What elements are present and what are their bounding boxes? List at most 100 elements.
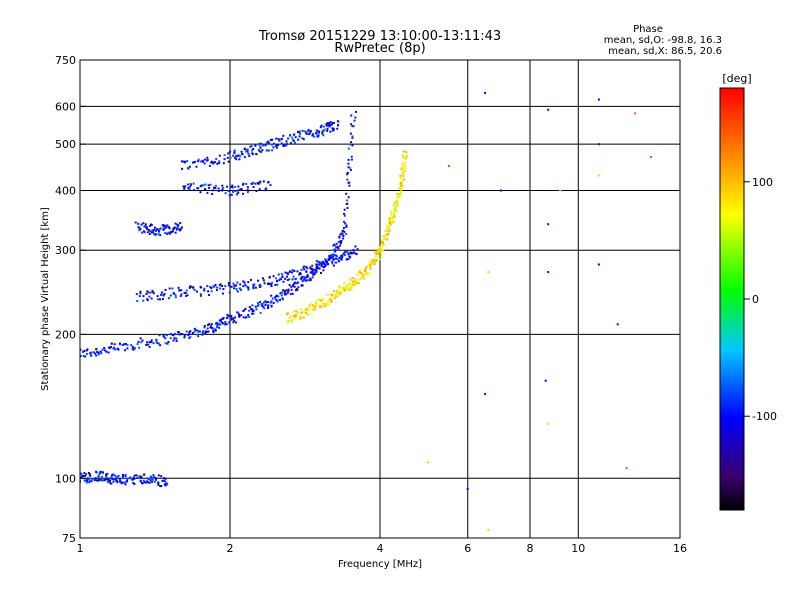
- data-point: [321, 260, 324, 263]
- data-point: [279, 277, 282, 280]
- data-point: [162, 335, 165, 338]
- data-point: [211, 327, 214, 329]
- data-point: [162, 228, 165, 231]
- data-point: [330, 300, 333, 303]
- data-point: [293, 270, 296, 272]
- data-point: [322, 125, 325, 128]
- data-point: [196, 187, 199, 190]
- data-point: [235, 193, 238, 196]
- data-point: [348, 166, 351, 169]
- data-point: [171, 230, 174, 233]
- data-point: [173, 292, 176, 295]
- data-point: [96, 351, 99, 353]
- data-point: [322, 305, 325, 308]
- data-point: [314, 301, 317, 304]
- data-point: [264, 304, 267, 306]
- data-point: [206, 285, 209, 288]
- data-point: [347, 253, 350, 255]
- data-point: [101, 348, 104, 351]
- stats-line-x: mean, sd,X: 86.5, 20.6: [608, 46, 722, 57]
- data-point: [285, 293, 287, 296]
- data-point: [211, 323, 213, 326]
- data-point: [375, 259, 378, 262]
- data-point: [310, 303, 312, 305]
- data-point: [321, 132, 324, 135]
- data-point: [290, 285, 293, 288]
- data-point: [324, 265, 327, 268]
- data-point: [349, 143, 352, 146]
- data-point: [401, 182, 404, 185]
- data-point: [237, 185, 240, 188]
- data-point: [343, 287, 346, 290]
- data-point: [321, 262, 324, 265]
- data-point: [192, 161, 195, 164]
- data-point: [402, 161, 405, 164]
- data-point: [270, 283, 273, 286]
- data-point: [237, 311, 240, 314]
- data-point: [245, 316, 248, 319]
- data-point: [323, 128, 326, 131]
- data-point: [148, 481, 151, 484]
- data-point: [267, 181, 270, 184]
- data-point: [282, 145, 285, 147]
- data-point: [146, 290, 149, 293]
- data-point: [164, 226, 167, 229]
- data-point: [380, 255, 383, 258]
- data-point: [112, 347, 115, 350]
- data-point: [138, 346, 141, 349]
- data-point: [286, 292, 289, 295]
- data-point: [124, 343, 127, 345]
- data-point: [119, 480, 122, 483]
- data-point: [142, 222, 145, 225]
- data-point: [359, 270, 362, 273]
- data-point: [111, 478, 114, 481]
- data-point: [148, 233, 151, 235]
- data-point: [85, 349, 88, 352]
- data-point: [227, 152, 230, 155]
- data-point: [385, 233, 388, 236]
- data-point: [404, 166, 407, 169]
- data-point: [157, 483, 160, 486]
- data-point: [166, 483, 169, 486]
- data-point: [285, 289, 288, 292]
- data-point: [625, 467, 628, 470]
- data-point: [261, 277, 264, 280]
- data-point: [314, 269, 317, 271]
- data-point: [339, 291, 342, 294]
- data-point: [207, 184, 210, 187]
- data-point: [306, 279, 308, 282]
- data-point: [327, 300, 330, 303]
- data-point: [289, 134, 291, 137]
- data-point: [343, 212, 346, 215]
- data-point: [100, 352, 103, 355]
- data-point: [294, 314, 297, 317]
- data-point: [98, 473, 101, 475]
- data-point: [130, 344, 133, 347]
- data-point: [350, 287, 353, 289]
- colorbar-ticks: 100 0 -100: [744, 176, 777, 423]
- data-point: [343, 282, 346, 285]
- data-point: [123, 343, 126, 346]
- data-point: [232, 282, 235, 285]
- data-point: [327, 303, 330, 306]
- data-point: [319, 262, 322, 265]
- data-point: [80, 355, 82, 357]
- data-point: [385, 229, 388, 232]
- data-point: [374, 258, 376, 261]
- data-point: [364, 270, 367, 273]
- y-tick-label: 200: [55, 328, 76, 341]
- data-point: [252, 148, 255, 150]
- data-point: [399, 183, 402, 185]
- data-point: [343, 214, 346, 217]
- data-point: [224, 192, 227, 195]
- data-point: [230, 318, 233, 321]
- data-point: [152, 474, 155, 477]
- data-point: [318, 267, 321, 270]
- data-point: [174, 294, 177, 297]
- data-point: [94, 479, 97, 482]
- data-point: [221, 188, 224, 191]
- data-point: [351, 144, 354, 147]
- data-point: [199, 160, 202, 163]
- data-point: [202, 184, 205, 187]
- data-point: [340, 258, 343, 261]
